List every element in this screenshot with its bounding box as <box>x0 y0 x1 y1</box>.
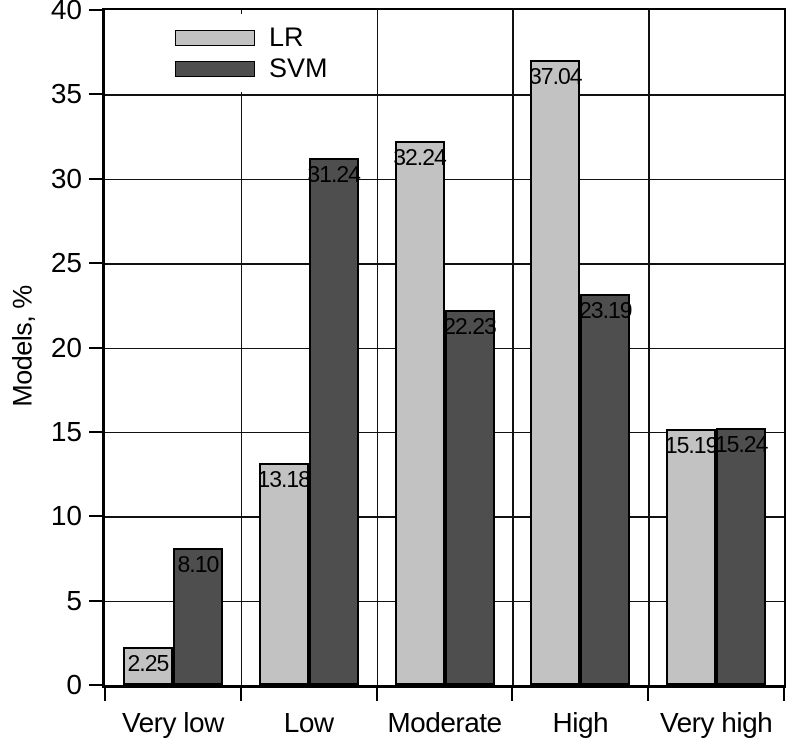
y-tick-label: 35 <box>50 78 82 110</box>
value-label: 32.24 <box>393 143 447 170</box>
value-label: 37.04 <box>529 62 583 89</box>
y-tick-mark <box>89 515 102 518</box>
x-tick-mark <box>783 688 785 701</box>
vertical-gridline <box>376 10 379 685</box>
x-category-label: Very low <box>121 707 224 738</box>
legend-label-lr: LR <box>269 22 304 52</box>
y-tick-mark <box>89 430 102 433</box>
vertical-gridline <box>648 10 650 685</box>
bar-svm-0 <box>172 548 223 685</box>
x-tick-mark <box>375 688 378 701</box>
y-tick-mark <box>89 684 102 686</box>
bar-lr-1 <box>258 462 309 685</box>
horizontal-gridline <box>105 94 784 96</box>
value-label: 15.19 <box>664 431 719 458</box>
bar-svm-2 <box>444 309 495 685</box>
bar-lr-2 <box>394 140 445 685</box>
value-label: 2.25 <box>127 650 170 677</box>
x-tick-mark <box>511 688 514 701</box>
y-tick-mark <box>89 9 102 11</box>
y-tick-label: 40 <box>50 0 82 25</box>
bar-lr-3 <box>530 59 581 685</box>
legend-item-svm: SVM <box>175 53 328 84</box>
y-tick-mark <box>89 599 102 602</box>
value-label: 15.24 <box>714 430 769 457</box>
bar-svm-3 <box>580 293 631 685</box>
y-tick-label: 10 <box>50 500 82 532</box>
x-category-label: Very high <box>659 707 773 738</box>
bar-svm-4 <box>716 427 767 685</box>
x-category-label: High <box>552 707 609 738</box>
x-tick-mark <box>104 688 106 701</box>
value-label: 13.18 <box>257 465 311 492</box>
legend-item-lr: LR <box>175 22 328 53</box>
y-tick-label: 20 <box>50 331 82 363</box>
y-tick-label: 5 <box>66 584 82 616</box>
x-category-label: Moderate <box>387 707 502 738</box>
bar-svm-1 <box>308 157 359 685</box>
y-tick-mark <box>89 177 102 180</box>
value-label: 8.10 <box>177 551 220 578</box>
legend-swatch-lr <box>175 29 255 46</box>
vertical-gridline <box>512 10 514 685</box>
horizontal-gridline <box>105 263 784 265</box>
horizontal-gridline <box>105 178 784 181</box>
legend: LR SVM <box>163 14 344 92</box>
bar-lr-0 <box>122 647 173 685</box>
y-tick-mark <box>89 346 102 349</box>
vertical-gridline <box>240 10 243 685</box>
x-tick-mark <box>647 688 650 701</box>
value-label: 22.23 <box>443 312 497 339</box>
legend-label-svm: SVM <box>269 53 328 83</box>
x-tick-mark <box>239 688 242 701</box>
value-label: 23.19 <box>579 296 633 323</box>
plot-area: 2.25 13.18 32.24 37.04 15.19 8.10 31.24 22.23 23… <box>102 8 786 688</box>
y-tick-mark <box>89 93 102 96</box>
x-category-label: Low <box>283 707 334 738</box>
y-tick-mark <box>89 262 102 265</box>
value-label: 31.24 <box>307 160 361 187</box>
y-tick-label: 0 <box>66 669 82 700</box>
legend-swatch-svm <box>175 60 255 77</box>
y-tick-label: 30 <box>50 162 82 194</box>
y-tick-label: 25 <box>50 247 82 279</box>
y-tick-label: 15 <box>50 415 82 447</box>
bar-lr-4 <box>666 428 717 685</box>
